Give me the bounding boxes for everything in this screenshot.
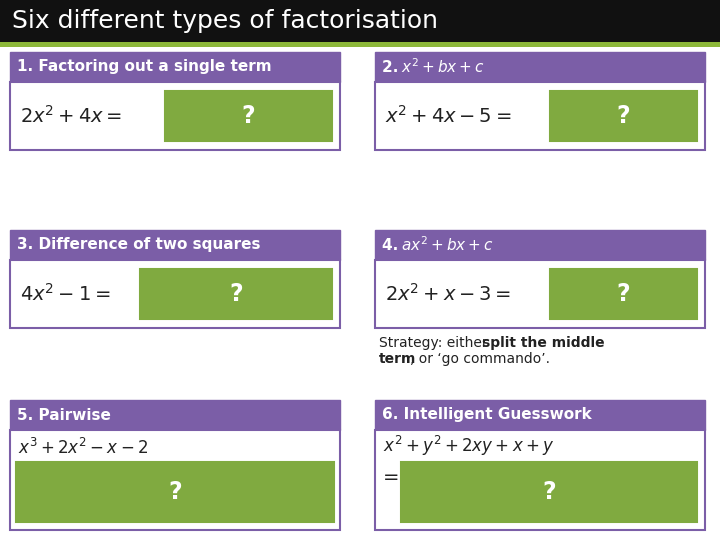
Bar xyxy=(10,230,340,260)
Text: Six different types of factorisation: Six different types of factorisation xyxy=(12,9,438,33)
Text: ?: ? xyxy=(242,104,256,128)
Text: $x^2 + y^2 + 2xy + x + y$: $x^2 + y^2 + 2xy + x + y$ xyxy=(383,434,554,458)
Bar xyxy=(401,462,697,522)
Text: ?: ? xyxy=(229,282,243,306)
Bar xyxy=(375,82,705,150)
Text: $x^2 + 4x - 5 =$: $x^2 + 4x - 5 =$ xyxy=(385,105,512,127)
Text: =: = xyxy=(383,469,400,488)
Bar xyxy=(375,260,705,328)
Bar xyxy=(375,52,705,82)
Bar xyxy=(140,269,332,319)
Text: $x^3 + 2x^2 - x - 2$: $x^3 + 2x^2 - x - 2$ xyxy=(18,438,148,458)
Bar xyxy=(10,400,340,430)
Bar xyxy=(0,0,720,42)
Bar xyxy=(16,462,334,522)
Text: $2x^2 + 4x =$: $2x^2 + 4x =$ xyxy=(20,105,122,127)
Bar xyxy=(10,52,340,82)
Text: $ax^2 + bx + c$: $ax^2 + bx + c$ xyxy=(400,235,493,254)
Text: 4.: 4. xyxy=(382,238,403,253)
Text: ?: ? xyxy=(617,104,630,128)
Text: $4x^2 - 1 =$: $4x^2 - 1 =$ xyxy=(20,283,111,305)
Text: term: term xyxy=(379,352,416,366)
Text: , or ‘go commando’.: , or ‘go commando’. xyxy=(410,352,550,366)
Bar xyxy=(375,430,705,530)
Text: ?: ? xyxy=(168,480,182,504)
Text: 5. Pairwise: 5. Pairwise xyxy=(17,408,111,422)
Text: ?: ? xyxy=(542,480,556,504)
Bar xyxy=(10,430,340,530)
Bar xyxy=(375,230,705,260)
Text: Strategy: either: Strategy: either xyxy=(379,336,492,350)
Bar xyxy=(550,269,697,319)
Text: 1. Factoring out a single term: 1. Factoring out a single term xyxy=(17,59,271,75)
Text: 6. Intelligent Guesswork: 6. Intelligent Guesswork xyxy=(382,408,592,422)
Bar xyxy=(165,91,332,141)
Text: ?: ? xyxy=(617,282,630,306)
Bar xyxy=(10,260,340,328)
Text: split the middle: split the middle xyxy=(482,336,605,350)
Text: $2x^2 + x - 3 =$: $2x^2 + x - 3 =$ xyxy=(385,283,511,305)
Bar xyxy=(375,400,705,430)
Text: 3. Difference of two squares: 3. Difference of two squares xyxy=(17,238,261,253)
Bar xyxy=(0,42,720,47)
Bar xyxy=(10,82,340,150)
Text: 2.: 2. xyxy=(382,59,404,75)
Bar xyxy=(550,91,697,141)
Text: $x^2 + bx + c$: $x^2 + bx + c$ xyxy=(400,58,485,76)
